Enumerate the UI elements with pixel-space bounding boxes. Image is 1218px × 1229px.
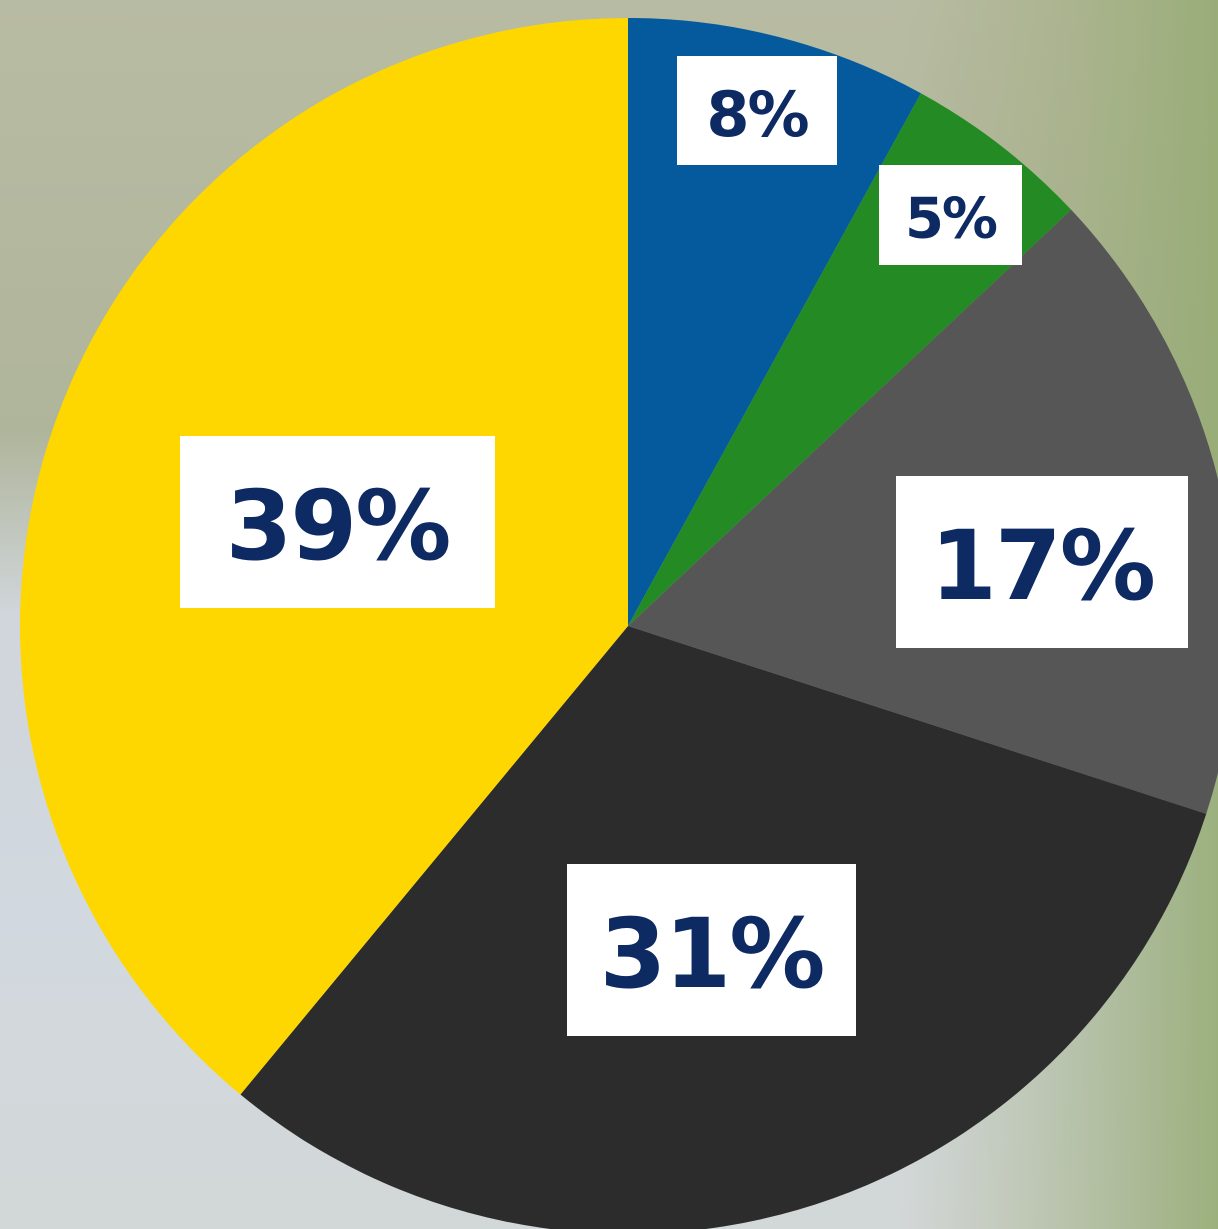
label-text: 8% — [706, 78, 808, 151]
pie-slice-8 — [628, 18, 921, 626]
slice-label-17: 17% — [896, 476, 1188, 648]
label-box — [896, 476, 1188, 648]
label-box — [180, 436, 495, 608]
label-box — [879, 165, 1022, 265]
slice-label-39: 39% — [180, 436, 495, 608]
label-box — [567, 864, 856, 1036]
slice-label-31: 31% — [567, 864, 856, 1036]
label-box — [677, 56, 837, 165]
label-text: 31% — [600, 898, 824, 1010]
slice-label-8: 8% — [677, 56, 837, 165]
label-text: 17% — [930, 510, 1154, 622]
slice-label-5: 5% — [879, 165, 1022, 265]
label-text: 5% — [905, 187, 997, 252]
label-text: 39% — [226, 470, 450, 582]
